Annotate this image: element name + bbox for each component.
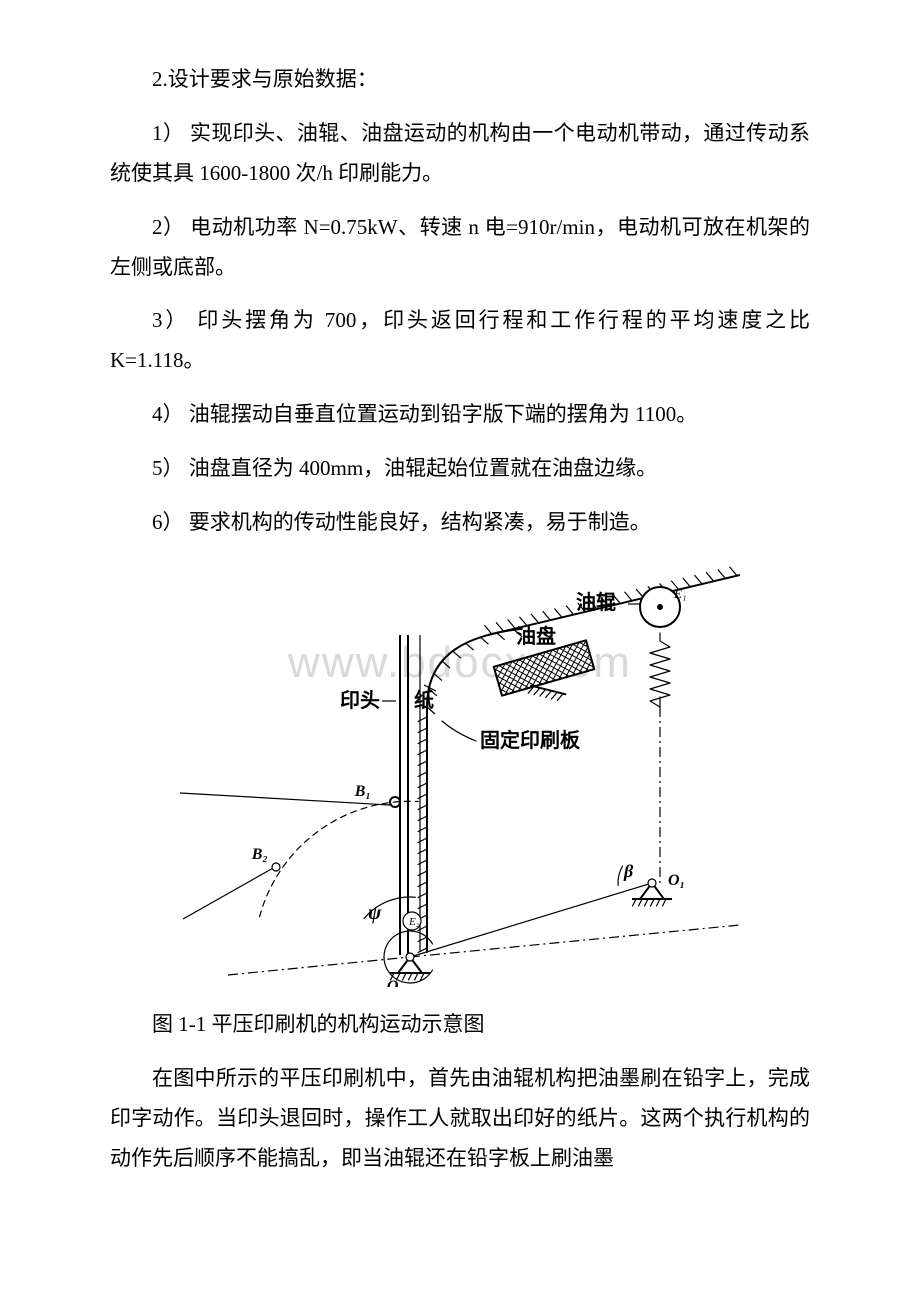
svg-text:E₂: E₂ [408,916,420,928]
mechanism-diagram: www.bdocx.comE₁油辊油盘固定印刷板印头纸B₁B₂ψE₂O₂O₁β [180,557,740,987]
svg-text:B₁: B₁ [354,783,371,800]
svg-text:油辊: 油辊 [576,590,616,614]
after-caption-para: 在图中所示的平压印刷机中，首先由油辊机构把油墨刷在铅字上，完成印字动作。当印头退… [110,1059,810,1179]
figure-container: www.bdocx.comE₁油辊油盘固定印刷板印头纸B₁B₂ψE₂O₂O₁β [110,557,810,987]
svg-text:O₂: O₂ [387,978,404,987]
svg-text:固定印刷板: 固定印刷板 [480,728,581,752]
req-item-5: 5） 油盘直径为 400mm，油辊起始位置就在油盘边缘。 [110,449,810,489]
svg-text:β: β [623,861,634,881]
svg-text:印头: 印头 [340,689,380,712]
figure-caption: 图 1-1 平压印刷机的机构运动示意图 [110,1005,810,1045]
req-item-1: 1） 实现印头、油辊、油盘运动的机构由一个电动机带动，通过传动系统使其具 160… [110,114,810,194]
svg-text:B₂: B₂ [251,846,268,863]
svg-text:O₁: O₁ [668,872,685,889]
heading: 2.设计要求与原始数据： [110,60,810,100]
req-item-6: 6） 要求机构的传动性能良好，结构紧凑，易于制造。 [110,503,810,543]
req-item-2: 2） 电动机功率 N=0.75kW、转速 n 电=910r/min，电动机可放在… [110,208,810,288]
svg-text:ψ: ψ [368,902,382,924]
svg-text:纸: 纸 [414,688,434,712]
svg-text:E₁: E₁ [673,586,686,601]
req-item-3: 3） 印头摆角为 700，印头返回行程和工作行程的平均速度之比K=1.118。 [110,301,810,381]
req-item-4: 4） 油辊摆动自垂直位置运动到铅字版下端的摆角为 1100。 [110,395,810,435]
